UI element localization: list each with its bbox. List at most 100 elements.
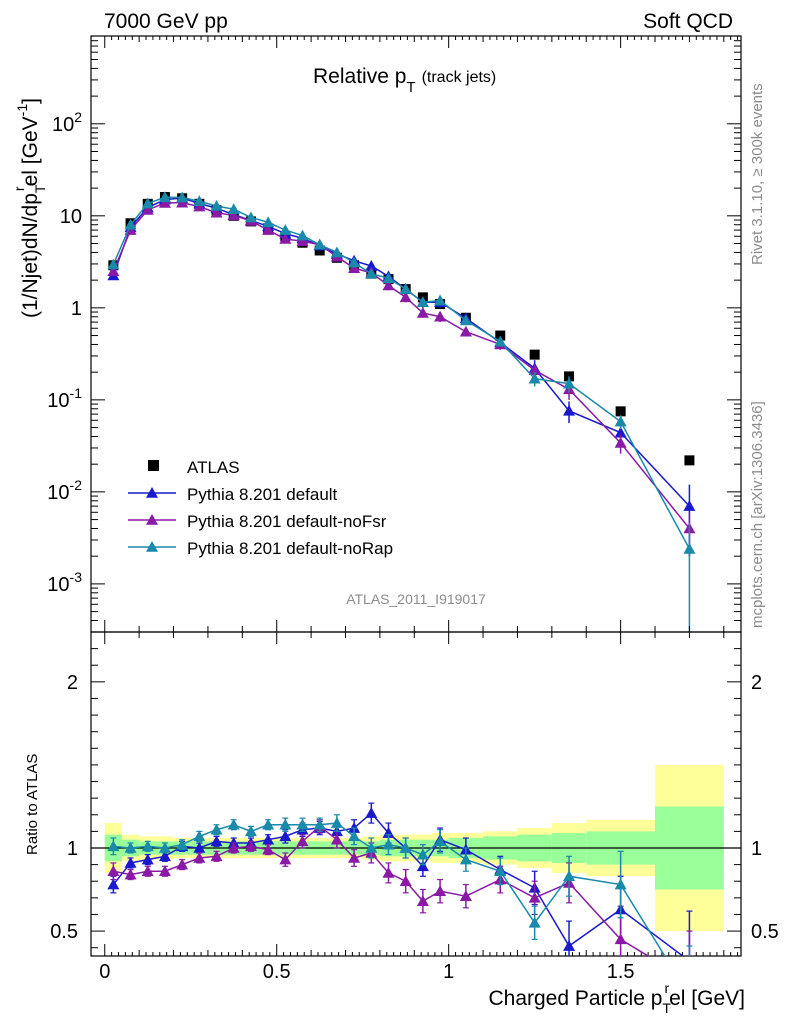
header-right: Soft QCD	[643, 10, 733, 33]
legend-label: Pythia 8.201 default-noFsr	[187, 512, 387, 531]
ratio-point	[193, 842, 206, 853]
series-point	[614, 436, 627, 448]
ratio-point	[416, 848, 429, 860]
series-point	[614, 426, 627, 438]
ratio-point	[107, 865, 120, 877]
ratio-series-pythia-8-201-default-norap	[107, 814, 693, 956]
ratio-point	[124, 856, 137, 868]
ratio-point	[279, 853, 292, 865]
series-point	[563, 404, 576, 416]
ratio-frame	[90, 631, 742, 957]
ratio-point	[279, 818, 292, 830]
legend-entry: Pythia 8.201 default	[128, 485, 338, 504]
ratio-point	[528, 916, 541, 928]
ratio-point	[262, 833, 275, 845]
ratio-point	[107, 840, 120, 852]
ratio-point	[434, 835, 447, 847]
series-point	[296, 229, 309, 241]
ratio-point	[330, 817, 343, 828]
main-panel: 10-3 10-2 10-1 1 10 102	[47, 35, 742, 633]
x-tick-label: 1	[443, 961, 454, 983]
series-point	[348, 262, 361, 273]
atlas-point	[314, 245, 325, 256]
series-point	[459, 325, 472, 337]
ratio-panel: 0 0.5 1 1.5 0.5 0.5 1 1 2 2	[50, 36, 779, 983]
legend: ATLAS Pythia 8.201 default Pythia 8.201 de…	[128, 458, 393, 558]
ratio-tick-label-right: 2	[751, 672, 762, 694]
series-point	[141, 197, 154, 209]
legend-label: Pythia 8.201 default	[187, 485, 338, 504]
ratio-point	[141, 840, 154, 852]
series-point	[158, 196, 171, 208]
ratio-point	[124, 842, 137, 853]
ratio-point	[244, 825, 257, 837]
series-point	[296, 235, 309, 246]
ratio-point	[399, 875, 412, 887]
legend-marker	[146, 487, 158, 498]
series-point	[563, 377, 576, 389]
plot-title-sub: T	[406, 79, 415, 96]
series-point	[528, 364, 541, 376]
ratio-point	[107, 878, 120, 890]
legend-marker	[146, 541, 158, 552]
series-point	[416, 306, 429, 318]
ratio-y-ticks	[91, 648, 741, 949]
y-tick-label: 102	[52, 109, 82, 136]
series-point	[313, 238, 326, 250]
ratio-point	[141, 865, 154, 877]
series-point	[141, 203, 154, 215]
series-point	[365, 259, 378, 271]
ratio-ylabel: Ratio to ATLAS	[24, 754, 41, 855]
legend-marker	[146, 514, 158, 525]
ratio-point	[313, 818, 326, 830]
plot-title: Relative pT(track jets)	[313, 65, 496, 96]
ratio-data	[107, 802, 693, 956]
ratio-point	[193, 851, 206, 863]
x-ticks	[104, 36, 739, 956]
legend-entry: ATLAS	[148, 458, 240, 477]
atlas-point	[684, 455, 695, 466]
series-atlas	[108, 192, 695, 466]
ratio-point	[158, 850, 171, 862]
xlabel: Charged Particle pTrel [GeV]	[488, 980, 745, 1016]
ratio-tick-label-right: 0.5	[751, 921, 779, 943]
ratio-point	[399, 842, 412, 853]
series-point	[365, 267, 378, 279]
ratio-point	[176, 838, 189, 850]
series-point	[107, 258, 120, 270]
series-point	[614, 415, 627, 427]
ratio-point	[494, 865, 507, 877]
series-point	[210, 199, 223, 211]
ratio-point	[434, 885, 447, 896]
ratio-point	[459, 890, 472, 901]
ratio-point	[158, 842, 171, 853]
rivet-label: Rivet 3.1.10, ≥ 300k events	[749, 83, 766, 265]
ratio-point	[563, 940, 576, 951]
series-point	[107, 265, 120, 277]
series-point	[330, 246, 343, 258]
ratio-point	[330, 833, 343, 845]
ratio-point	[348, 830, 361, 842]
ratio-point	[614, 933, 627, 945]
ratio-point	[382, 838, 395, 850]
ratio-point	[227, 842, 240, 853]
series-pythia-8-201-default-norap	[107, 191, 696, 632]
y-tick-label: 10-2	[47, 477, 82, 504]
ratio-point	[193, 830, 206, 842]
ratio-point	[210, 823, 223, 835]
ratio-point	[365, 807, 378, 818]
ratio-point	[141, 853, 154, 865]
ratio-point	[688, 954, 690, 956]
ratio-tick-label-left: 2	[67, 672, 78, 694]
ratio-point	[244, 840, 257, 852]
ratio-tick-label-left: 1	[67, 838, 78, 860]
series-point	[279, 224, 292, 235]
x-tick-label: 1.5	[607, 961, 635, 983]
legend-entry: Pythia 8.201 default-noRap	[128, 539, 393, 558]
ratio-tick-label-left: 0.5	[50, 921, 78, 943]
series-point	[416, 296, 429, 308]
atlas-point	[529, 349, 540, 360]
ratio-point	[227, 818, 240, 830]
x-tick-label: 0.5	[263, 961, 291, 983]
